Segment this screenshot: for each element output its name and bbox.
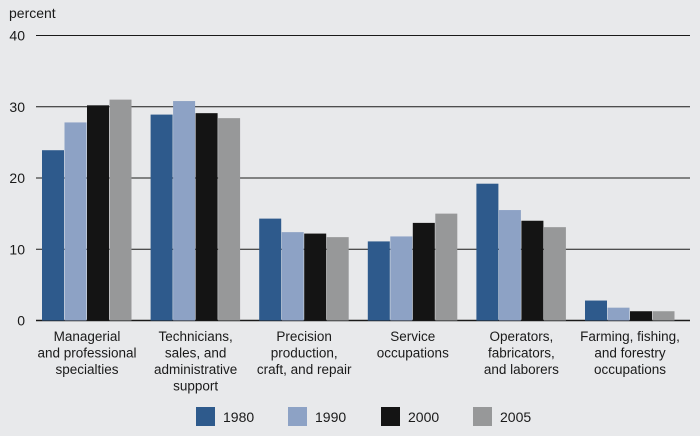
legend-swatch <box>196 407 215 426</box>
category-labels: Managerial and professional specialties Tec… <box>37 329 679 394</box>
y-tick-label: 30 <box>9 99 25 115</box>
bar-2005-3 <box>435 213 458 321</box>
bar-1980-2 <box>259 218 282 321</box>
bar-2000-3 <box>412 222 435 321</box>
legend-label: 1990 <box>315 409 346 425</box>
bar-2005-5 <box>652 311 675 321</box>
bar-1990-3 <box>390 236 413 321</box>
legend-item-1980: 1980 <box>196 407 254 426</box>
bar-1990-4 <box>498 210 521 321</box>
bar-1980-0 <box>42 150 64 321</box>
bar-1990-5 <box>607 307 630 321</box>
bar-1990-2 <box>281 232 304 321</box>
gridlines <box>36 35 690 322</box>
y-tick-label: 0 <box>17 313 25 329</box>
category-label: Technicians, sales, and administrative supp… <box>154 329 237 394</box>
bar-2000-1 <box>195 113 218 321</box>
bar-2005-1 <box>218 118 241 321</box>
y-tick-label: 40 <box>9 28 25 44</box>
bar-1990-0 <box>64 122 87 321</box>
bar-2005-0 <box>109 99 132 321</box>
legend-swatch <box>473 407 492 426</box>
bars <box>42 99 675 321</box>
legend-label: 1980 <box>223 409 254 425</box>
bar-1990-1 <box>173 101 196 321</box>
bar-2000-0 <box>87 105 109 321</box>
legend-swatch <box>288 407 307 426</box>
bar-1980-3 <box>367 241 390 321</box>
bar-2000-5 <box>630 311 652 321</box>
legend-label: 2005 <box>500 409 531 425</box>
legend-item-2000: 2000 <box>381 407 439 426</box>
category-label: Managerial and professional specialties <box>37 329 136 377</box>
category-label: Farming, fishing, and forestry occupations <box>580 329 680 377</box>
legend-item-2005: 2005 <box>473 407 531 426</box>
y-tick-label: 10 <box>9 241 25 257</box>
legend: 1980 1990 2000 2005 <box>196 407 531 426</box>
legend-swatch <box>381 407 400 426</box>
y-tick-label: 20 <box>9 170 25 186</box>
bar-2000-4 <box>521 220 544 321</box>
category-label: Operators, fabricators, and laborers <box>484 329 559 377</box>
bar-2000-2 <box>304 233 327 321</box>
legend-label: 2000 <box>408 409 439 425</box>
y-axis-unit-label: percent <box>9 5 56 21</box>
category-label: Service occupations <box>377 329 449 361</box>
bar-2005-4 <box>543 227 566 321</box>
bar-1980-4 <box>476 183 499 321</box>
bar-1980-1 <box>150 114 173 321</box>
legend-item-1990: 1990 <box>288 407 346 426</box>
category-label: Precision production, craft, and repair <box>257 329 352 377</box>
y-axis-ticks: 0 10 20 30 40 <box>9 28 25 329</box>
bar-2005-2 <box>326 237 349 321</box>
bar-1980-5 <box>585 300 607 321</box>
